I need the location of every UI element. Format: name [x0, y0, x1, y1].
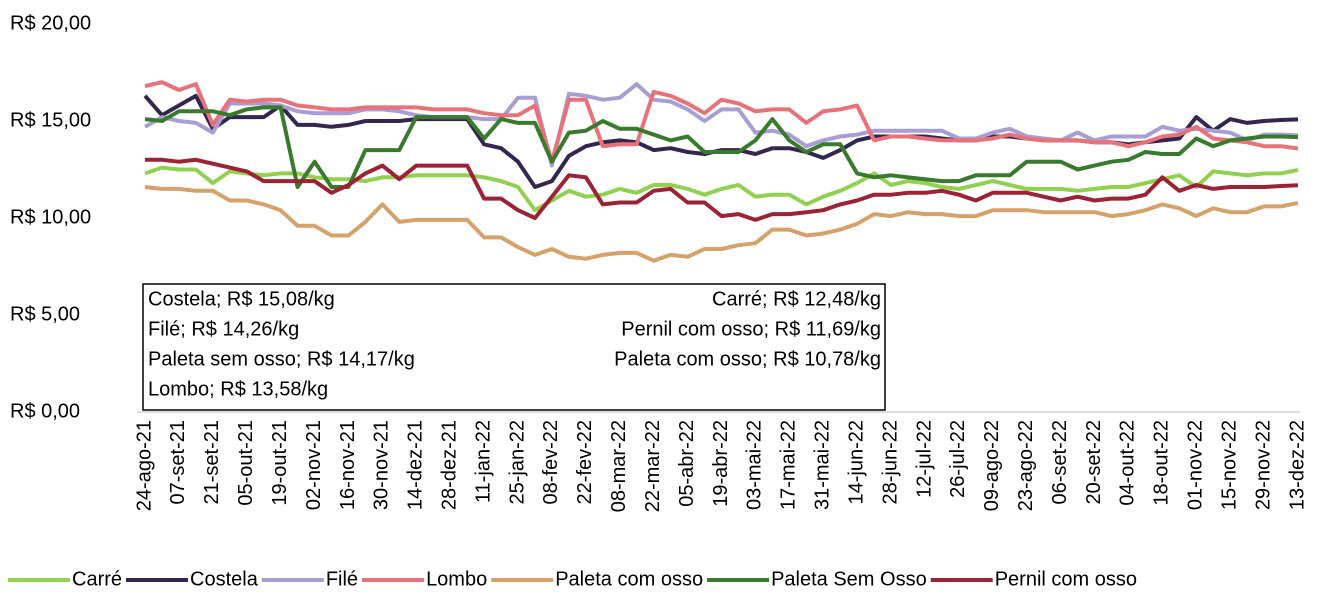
- annotation-text: Filé; R$ 14,26/kg: [148, 318, 299, 340]
- annotation-text: Lombo; R$ 13,58/kg: [148, 378, 328, 400]
- legend-label: Paleta com osso: [555, 568, 703, 590]
- y-tick-label: R$ 20,00: [10, 12, 91, 34]
- x-tick-label: 09-ago-22: [981, 420, 1003, 511]
- x-tick-label: 12-jul-22: [913, 420, 935, 498]
- x-tick-label: 19-abr-22: [710, 420, 732, 507]
- x-tick-label: 28-jun-22: [879, 420, 901, 505]
- legend-label: Pernil com osso: [995, 568, 1137, 590]
- legend-label: Carré: [72, 568, 122, 590]
- series-line: [144, 165, 1299, 213]
- x-tick-label: 21-set-21: [201, 420, 223, 505]
- series-line: [144, 185, 1299, 263]
- legend-label: Paleta Sem Osso: [771, 568, 927, 590]
- x-tick-label: 06-set-22: [1049, 420, 1071, 505]
- y-tick-label: R$ 15,00: [10, 109, 91, 131]
- x-tick-label: 31-mai-22: [812, 420, 834, 510]
- x-tick-label: 22-fev-22: [574, 420, 596, 505]
- series-line: [144, 80, 1299, 164]
- y-tick-label: R$ 0,00: [10, 400, 80, 422]
- x-tick-label: 24-ago-21: [133, 420, 155, 511]
- y-tick-label: R$ 10,00: [10, 206, 91, 228]
- x-tick-label: 30-nov-21: [371, 420, 393, 510]
- annotation-box: [142, 283, 886, 411]
- x-tick-label: 17-mai-22: [778, 420, 800, 510]
- x-tick-label: 03-mai-22: [744, 420, 766, 510]
- x-tick-label: 02-nov-21: [303, 420, 325, 510]
- annotation-text: Costela; R$ 15,08/kg: [148, 288, 335, 310]
- x-tick-label: 01-nov-22: [1185, 420, 1207, 510]
- x-tick-label: 16-nov-21: [337, 420, 359, 510]
- x-tick-label: 08-fev-22: [540, 420, 562, 505]
- x-tick-label: 05-out-21: [235, 420, 257, 506]
- x-tick-label: 05-abr-22: [676, 420, 698, 507]
- x-tick-label: 08-mar-22: [608, 420, 630, 512]
- legend-label: Lombo: [426, 568, 487, 590]
- legend-label: Filé: [326, 568, 358, 590]
- x-tick-label: 20-set-22: [1083, 420, 1105, 505]
- series-line: [144, 105, 1299, 189]
- y-tick-label: R$ 5,00: [10, 303, 80, 325]
- x-tick-label: 25-jan-22: [506, 420, 528, 505]
- annotation-text: Paleta com osso; R$ 10,78/kg: [614, 348, 881, 370]
- x-tick-label: 04-out-22: [1117, 420, 1139, 506]
- x-tick-label: 23-ago-22: [1015, 420, 1037, 511]
- annotation-text: Paleta sem osso; R$ 14,17/kg: [148, 348, 415, 370]
- legend-label: Costela: [190, 568, 259, 590]
- x-tick-label: 07-set-21: [167, 420, 189, 505]
- x-tick-label: 29-nov-22: [1252, 420, 1274, 510]
- x-tick-label: 15-nov-22: [1218, 420, 1240, 510]
- x-tick-label: 14-jun-22: [845, 420, 867, 505]
- series-line: [145, 157, 1299, 222]
- series-line: [144, 82, 1299, 168]
- x-tick-label: 13-dez-22: [1286, 420, 1308, 510]
- x-tick-label: 19-out-21: [269, 420, 291, 506]
- x-tick-label: 18-out-22: [1151, 420, 1173, 506]
- x-tick-label: 22-mar-22: [642, 420, 664, 512]
- annotation-text: Carré; R$ 12,48/kg: [712, 288, 881, 310]
- x-tick-label: 26-jul-22: [947, 420, 969, 498]
- x-tick-label: 28-dez-21: [438, 420, 460, 510]
- x-tick-label: 14-dez-21: [405, 420, 427, 510]
- annotation-text: Pernil com osso; R$ 11,69/kg: [621, 318, 881, 340]
- x-tick-label: 11-jan-22: [472, 420, 494, 503]
